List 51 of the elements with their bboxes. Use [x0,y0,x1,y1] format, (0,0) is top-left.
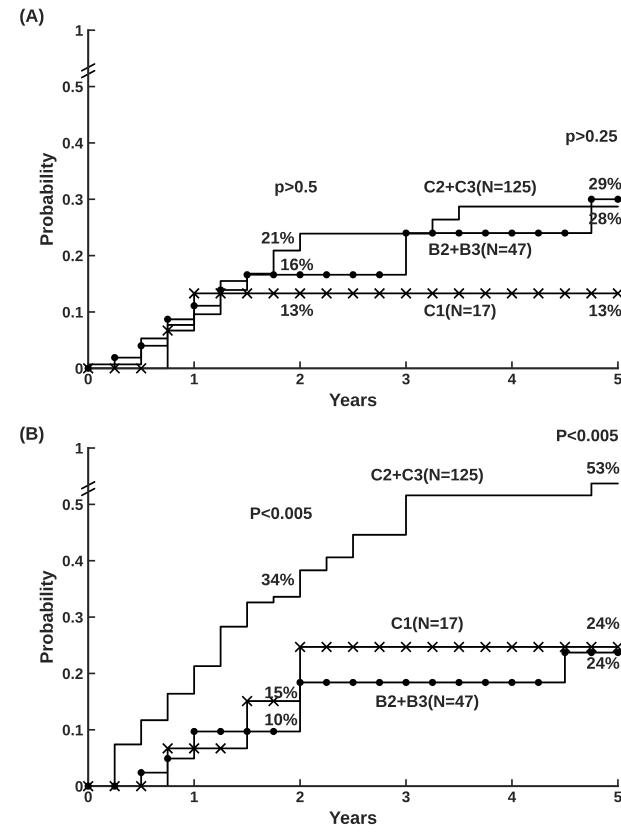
y-tick-label: 0.3 [62,194,83,205]
y-tick-label: 1 [76,443,83,454]
chart-title: (A) [20,8,44,26]
y-tick-label: 0 [75,781,83,792]
annotation: 13% [281,304,314,316]
y-tick-label: 0.2 [62,250,83,262]
y-tick-label: 0.5 [62,499,83,510]
x-tick-label: 1 [190,792,198,802]
x-axis-title: Years [329,811,376,824]
x-axis-title: Years [329,394,376,406]
annotation: 53% [586,462,620,474]
x-tick-label: 1 [190,374,198,384]
annotation: B2+B3(N=47) [376,694,478,710]
chart-title: (B) [20,426,44,444]
annotation: 24% [586,657,620,669]
y-axis-title: Probability [40,152,57,245]
annotation: 34% [262,574,294,586]
x-tick-label: 0 [84,374,92,384]
x-tick-label: 3 [402,374,410,384]
y-tick-label: 0.2 [62,668,83,680]
annotation: 13% [590,304,621,316]
y-tick-label: 0.5 [62,81,83,92]
y-axis-title: Probability [40,570,57,663]
y-tick-label: 1 [76,25,83,36]
y-tick-label: 0 [75,363,83,374]
x-tick-label: 2 [296,791,304,802]
annotation: 10% [265,714,298,726]
y-tick-label: 0.1 [62,306,83,318]
x-tick-label: 4 [508,792,516,802]
annotation: 24% [586,617,620,629]
x-tick-label: 2 [296,374,304,384]
annotation: p>0.5 [275,180,317,196]
x-tick-label: 4 [508,374,516,384]
y-tick-label: 0.4 [62,556,84,566]
annotation: C2+C3(N=125) [371,468,483,484]
annotation: p>0.25 [566,130,618,146]
y-tick-label: 0.4 [62,138,84,149]
annotation: C1(N=17) [424,304,496,320]
y-tick-label: 0.1 [62,724,83,736]
text: P<0.005 [557,430,618,442]
annotation: P<0.005 [250,507,312,520]
annotation: 21% [262,232,294,244]
x-tick-label: 3 [402,791,410,802]
y-tick-label: 0.3 [62,612,83,623]
x-tick-label: 0 [84,791,92,802]
annotation: C2+C3(N=125) [424,180,536,196]
annotation: B2+B3(N=47) [429,242,532,258]
annotation: 16% [281,258,314,270]
annotation: 15% [265,686,298,698]
annotation: C1(N=17) [392,616,463,632]
annotation: 29% [589,178,621,190]
